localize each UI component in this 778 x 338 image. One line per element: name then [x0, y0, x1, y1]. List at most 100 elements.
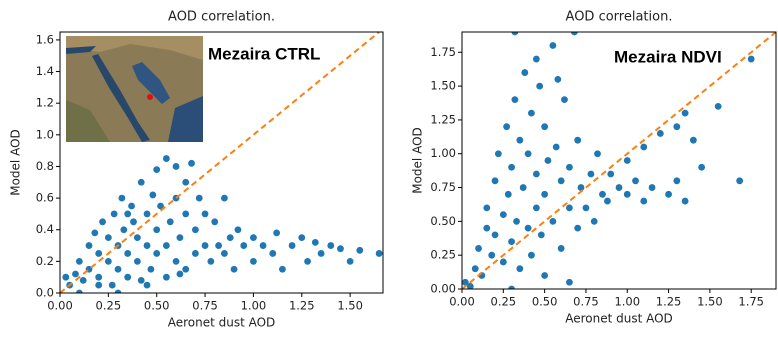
point [554, 76, 561, 83]
point [130, 218, 137, 225]
point [163, 242, 170, 249]
point [182, 266, 189, 273]
x-tick-label: 0.50 [144, 299, 170, 313]
point [95, 250, 102, 257]
x-tick-label: 0.75 [192, 299, 218, 313]
point [574, 137, 581, 144]
point [492, 231, 499, 238]
point [109, 282, 116, 289]
point [173, 258, 180, 265]
point [528, 110, 535, 117]
point [120, 226, 127, 233]
point [495, 150, 502, 157]
point [188, 160, 195, 167]
y-tick-label: 1.75 [430, 45, 456, 59]
point [318, 250, 325, 257]
point [525, 150, 532, 157]
x-tick-label: 1.50 [697, 295, 723, 309]
x-axis-label: Aeronet dust AOD [565, 312, 673, 326]
point [513, 218, 520, 225]
x-axis-label: Aeronet dust AOD [168, 316, 276, 330]
point [312, 239, 319, 246]
point [657, 130, 664, 137]
point [144, 211, 151, 218]
point [250, 258, 257, 265]
point [289, 242, 296, 249]
panel: AOD correlation.0.000.250.500.751.001.25… [411, 10, 777, 326]
point [649, 184, 656, 191]
y-tick-label: 1.6 [36, 32, 54, 46]
point [472, 265, 479, 272]
point [231, 266, 238, 273]
point [553, 144, 560, 151]
point [715, 103, 722, 110]
y-tick-label: 0.0 [36, 286, 54, 300]
point [298, 234, 305, 241]
point [488, 252, 495, 259]
point [124, 250, 131, 257]
point [153, 166, 160, 173]
point [177, 234, 184, 241]
point [134, 258, 141, 265]
point [111, 211, 118, 218]
point [566, 204, 573, 211]
point [682, 110, 689, 117]
y-tick-label: 1.25 [430, 112, 456, 126]
point [566, 164, 573, 171]
point [240, 242, 247, 249]
point [599, 191, 606, 198]
point [682, 198, 689, 205]
point [269, 250, 276, 257]
y-tick-label: 0.6 [36, 191, 54, 205]
y-tick-label: 1.00 [430, 146, 456, 160]
point [673, 123, 680, 130]
point [624, 157, 631, 164]
point [192, 250, 199, 257]
point [235, 226, 242, 233]
annotation: Mezaira CTRL [208, 44, 320, 63]
point [105, 234, 112, 241]
y-axis-label: Model AOD [9, 129, 23, 196]
point [304, 258, 311, 265]
y-tick-label: 0.4 [36, 222, 54, 236]
point [736, 177, 743, 184]
x-tick-label: 0.25 [491, 295, 517, 309]
x-tick-label: 1.25 [656, 295, 682, 309]
point [148, 266, 155, 273]
point [221, 250, 228, 257]
point [211, 218, 218, 225]
point [533, 56, 540, 63]
point [616, 184, 623, 191]
point [673, 177, 680, 184]
point [594, 150, 601, 157]
annotation: Mezaira NDVI [614, 47, 722, 66]
point [99, 218, 106, 225]
point [124, 211, 131, 218]
y-tick-label: 1.2 [36, 96, 54, 110]
point [545, 157, 552, 164]
point [516, 137, 523, 144]
point [144, 282, 151, 289]
y-axis-label: Model AOD [411, 127, 425, 194]
x-tick-label: 1.75 [738, 295, 764, 309]
point [640, 198, 647, 205]
point [72, 271, 79, 278]
point [356, 247, 363, 254]
point [549, 42, 556, 49]
point [475, 245, 482, 252]
point [520, 184, 527, 191]
point [337, 245, 344, 252]
point [561, 96, 568, 103]
point [607, 171, 614, 178]
diagonal-line [462, 32, 776, 289]
point [578, 184, 585, 191]
point [173, 163, 180, 170]
point [153, 250, 160, 257]
point [538, 231, 545, 238]
point [163, 274, 170, 281]
point [500, 211, 507, 218]
point [574, 225, 581, 232]
point [505, 191, 512, 198]
point [698, 164, 705, 171]
map-site [147, 94, 153, 100]
